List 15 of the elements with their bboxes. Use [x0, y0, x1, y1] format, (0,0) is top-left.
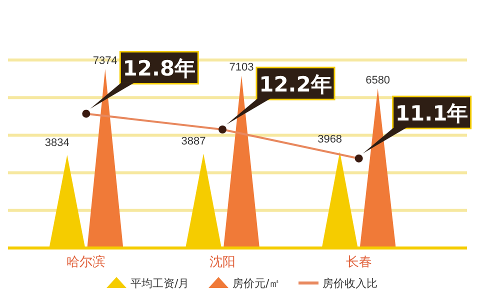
- data-label: 12.8年: [122, 56, 196, 81]
- x-tick-label: 沈阳: [210, 255, 236, 270]
- data-label: 7103: [229, 62, 254, 74]
- x-tick-label: 哈尔滨: [66, 254, 106, 270]
- legend-label: 房价收入比: [322, 277, 378, 290]
- data-label: 3968: [318, 134, 342, 146]
- data-label: 11.1年: [395, 101, 468, 126]
- data-label: 3834: [44, 136, 70, 149]
- legend-label: 房价元/㎡: [232, 277, 280, 290]
- data-label: 12.2年: [259, 72, 332, 97]
- data-label: 3887: [181, 136, 206, 148]
- legend-label: 平均工资/月: [130, 277, 190, 290]
- data-label: 7374: [92, 55, 118, 68]
- data-label: 6580: [366, 74, 390, 86]
- x-tick-label: 长春: [346, 255, 372, 270]
